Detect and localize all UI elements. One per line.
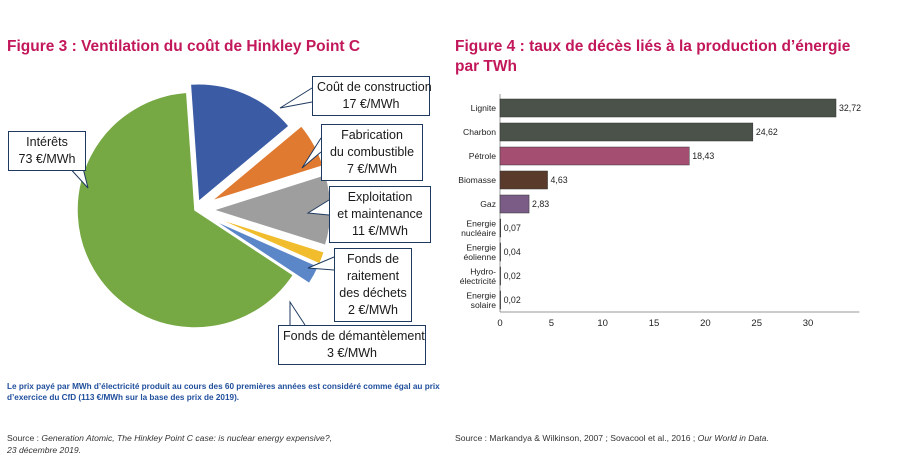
fig4-source: Source : Markandya & Wilkinson, 2007 ; S…	[455, 433, 895, 445]
bar-hydro-electricite	[499, 266, 501, 286]
callout-value: 11 €/MWh	[351, 224, 409, 238]
bar-category-label: Energie éolienne	[464, 242, 497, 262]
bar-charbon	[499, 122, 754, 142]
bar-value-label: 24,62	[756, 127, 778, 137]
bar-lignite	[499, 98, 837, 118]
bar-x-tick-label: 5	[549, 318, 554, 329]
bar-category-label: Pétrole	[469, 151, 496, 161]
callout-pointer	[301, 137, 322, 169]
bar-x-tick-label: 25	[751, 318, 762, 329]
callout-pointer	[289, 300, 306, 326]
callout-label: des déchets	[339, 286, 407, 300]
callout-fabrication-combustible: Fabrication du combustible 7 €/MWh	[321, 124, 423, 181]
bar-x-tick-label: 30	[803, 318, 814, 329]
pie-chart	[65, 82, 335, 329]
pie-slice-interets	[76, 91, 295, 329]
callout-pointer	[279, 87, 313, 109]
bar-value-label: 18,43	[692, 151, 714, 161]
callout-label: Fonds de	[346, 252, 400, 266]
callout-pointer	[306, 199, 330, 216]
fig4-source-link: Our World in Data.	[697, 433, 769, 443]
callout-label: du combustible	[329, 145, 415, 159]
bar-energie-solaire	[499, 290, 501, 310]
bar-x-tick-label: 0	[497, 318, 502, 329]
bar-category-label: Biomasse	[458, 175, 496, 185]
bar-gaz	[499, 194, 530, 214]
bar-energie-nucleaire	[499, 218, 501, 238]
bar-value-label: 32,72	[839, 103, 861, 113]
bar-category-label: Hydro-électricité	[460, 266, 497, 286]
callout-value: 2 €/MWh	[347, 303, 398, 317]
fig3-source-date: 23 décembre 2019.	[7, 444, 82, 455]
bar-value-label: 0,02	[504, 295, 521, 305]
callout-fonds-dechets: Fonds de raitement des déchets 2 €/MWh	[334, 248, 412, 322]
bar-x-tick-label: 10	[597, 318, 608, 329]
bar-x-tick-label: 20	[700, 318, 711, 329]
callout-value: 17 €/MWh	[342, 97, 400, 111]
callout-label: raitement	[346, 269, 400, 283]
callout-interets: Intérêts 73 €/MWh	[8, 131, 86, 171]
fig4-title: Figure 4 : taux de décès liés à la produ…	[455, 38, 851, 75]
callout-label: Coût de construction	[317, 80, 432, 94]
callout-fonds-demantelement: Fonds de démantèlement 3 €/MWh	[278, 325, 426, 365]
callout-label: Exploitation	[347, 190, 413, 204]
fig3-source-prefix: Source :	[7, 433, 42, 443]
callout-label: Fabrication	[341, 128, 403, 142]
callout-label: Intérêts	[26, 135, 68, 149]
bar-biomasse	[499, 170, 548, 190]
bar-chart: Lignite 32,72 Charbon 24,62 Pétrole 18,43 Biom…	[458, 94, 861, 329]
fig3-note: Le prix payé par MWh d’électricité produ…	[7, 382, 440, 402]
bar-category-label: Energie nucléaire	[461, 218, 496, 238]
callout-value: 73 €/MWh	[18, 152, 76, 166]
callout-value: 7 €/MWh	[346, 162, 397, 176]
callout-cout-construction: Coût de construction 17 €/MWh	[312, 76, 432, 116]
fig4-source-prefix: Source : Markandya & Wilkinson, 2007 ; S…	[455, 433, 698, 443]
bar-x-tick-label: 15	[649, 318, 660, 329]
callout-label: et maintenance	[337, 207, 423, 221]
pie-slice-cout-de-construction	[189, 82, 291, 204]
bar-value-label: 2,83	[532, 199, 549, 209]
callout-label: Fonds de démantèlement	[283, 329, 425, 343]
bar-value-label: 4,63	[551, 175, 568, 185]
callout-exploitation-maintenance: Exploitation et maintenance 11 €/MWh	[329, 186, 431, 243]
bar-value-label: 0,07	[504, 223, 521, 233]
bar-category-label: Gaz	[480, 199, 496, 209]
fig3-source: Source : Generation Atomic, The Hinkley …	[7, 433, 437, 456]
bar-petrole	[499, 146, 690, 166]
bar-category-label: Lignite	[471, 103, 497, 113]
callout-pointer	[307, 256, 335, 271]
bar-value-label: 0,04	[504, 247, 521, 257]
bar-category-label: Energie solaire	[466, 290, 496, 310]
bar-value-label: 0,02	[504, 271, 521, 281]
bar-category-label: Charbon	[463, 127, 496, 137]
fig3-title: Figure 3 : Ventilation du coût de Hinkle…	[7, 38, 361, 55]
callout-value: 3 €/MWh	[326, 346, 377, 360]
fig3-source-title: Generation Atomic, The Hinkley Point C c…	[41, 433, 332, 443]
bar-energie-eolienne	[499, 242, 501, 262]
